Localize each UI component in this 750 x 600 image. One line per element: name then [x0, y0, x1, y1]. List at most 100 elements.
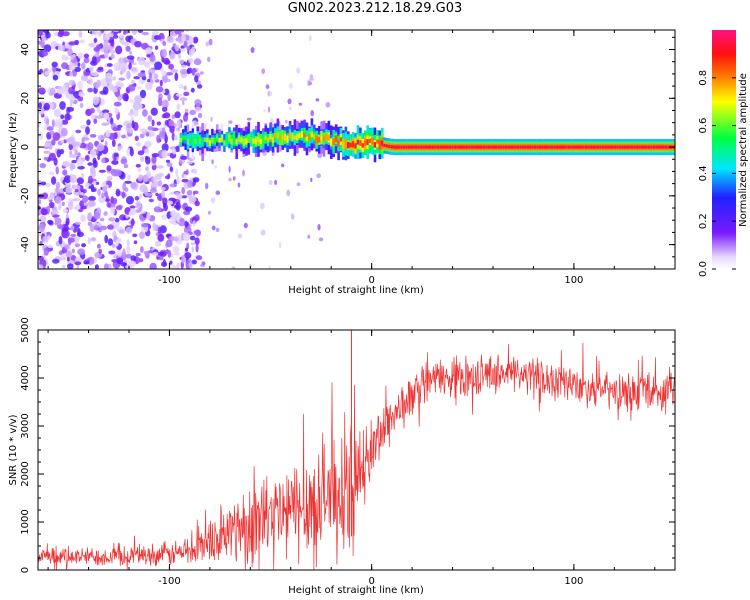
ridge-cell	[424, 145, 428, 149]
noise-speckle	[242, 169, 245, 177]
noise-speckle	[72, 198, 81, 202]
snr-y-tick-label: 4000	[20, 365, 31, 390]
noise-speckle	[190, 242, 196, 246]
noise-speckle	[168, 119, 175, 127]
noise-speckle	[157, 226, 162, 234]
ridge-cell	[465, 145, 469, 149]
noise-speckle	[169, 166, 173, 172]
noise-speckle	[145, 132, 150, 137]
noise-speckle	[318, 237, 324, 242]
noise-speckle	[156, 121, 162, 126]
noise-speckle	[96, 243, 101, 249]
noise-speckle	[83, 71, 91, 76]
ridge-cell	[478, 145, 481, 149]
ridge-cell	[342, 141, 345, 149]
ridge-cell	[232, 134, 236, 142]
noise-speckle	[89, 149, 97, 158]
ridge-cell	[186, 138, 190, 145]
noise-speckle	[268, 179, 273, 186]
ridge-cell	[628, 145, 632, 149]
ridge-cell	[242, 138, 246, 146]
noise-speckle	[115, 239, 119, 247]
noise-speckle	[194, 237, 200, 245]
colorbar-label: Normalized spectral amplitude	[738, 73, 749, 227]
noise-speckle	[133, 240, 138, 245]
noise-speckle	[316, 173, 322, 178]
noise-speckle	[61, 62, 69, 70]
ridge-cell	[645, 145, 649, 149]
noise-speckle	[178, 84, 184, 89]
noise-speckle	[171, 114, 175, 120]
noise-speckle	[132, 108, 139, 117]
noise-speckle	[188, 58, 194, 64]
noise-speckle	[120, 158, 128, 165]
noise-speckle	[126, 55, 135, 60]
ridge-cell	[444, 145, 447, 149]
ridge-cell	[524, 145, 527, 149]
noise-speckle	[148, 178, 152, 182]
ridge-cell	[298, 132, 302, 139]
snr-frame	[37, 329, 676, 571]
noise-speckle	[38, 87, 46, 93]
noise-speckle	[94, 264, 99, 269]
noise-speckle	[132, 101, 141, 111]
noise-speckle	[157, 233, 165, 242]
ridge-cell	[334, 135, 338, 143]
noise-speckle	[287, 98, 292, 105]
noise-speckle	[139, 133, 145, 139]
noise-speckle	[194, 99, 202, 107]
noise-speckle	[68, 237, 72, 246]
noise-speckle	[74, 261, 82, 266]
noise-speckle	[124, 187, 129, 193]
snr-y-tick-label: 5000	[20, 317, 31, 342]
colorbar-ticks: 0.0 0.2 0.4 0.6 0.8	[698, 70, 736, 277]
noise-speckle	[65, 221, 69, 226]
ridge-cell	[330, 138, 333, 146]
ridge-cell	[266, 137, 270, 143]
noise-speckle	[158, 180, 162, 187]
snr-y-tick-label: 0	[20, 567, 31, 573]
noise-speckle	[90, 237, 97, 242]
noise-speckle	[87, 212, 93, 221]
noise-speckle	[147, 126, 154, 131]
spectrogram-y-tick-label: -20	[20, 188, 31, 204]
ridge-cell	[652, 145, 656, 149]
noise-speckle	[45, 183, 51, 188]
ridge-cell	[529, 145, 532, 149]
spectrogram-x-tick-label: 0	[368, 275, 374, 286]
noise-speckle	[183, 91, 190, 97]
noise-speckle	[274, 179, 277, 185]
spectrogram-y-axis-label: Frequency (Hz)	[8, 112, 19, 188]
noise-speckle	[48, 201, 55, 209]
ridge-cell	[216, 135, 219, 141]
noise-speckle	[101, 122, 109, 126]
noise-speckle	[107, 224, 114, 230]
noise-speckle	[107, 238, 114, 246]
noise-speckle	[61, 264, 66, 269]
noise-speckle	[90, 168, 97, 178]
noise-speckle	[193, 58, 202, 66]
noise-speckle	[150, 182, 159, 187]
noise-speckle	[69, 98, 73, 107]
noise-speckle	[191, 46, 196, 55]
noise-speckle	[165, 72, 174, 76]
noise-speckle	[38, 30, 43, 36]
noise-speckle	[47, 244, 53, 249]
noise-speckle	[186, 68, 191, 75]
noise-speckle	[161, 214, 167, 220]
noise-speckle	[69, 55, 74, 60]
ridge-cell	[662, 145, 666, 149]
noise-speckle	[43, 150, 51, 154]
noise-speckle	[54, 196, 62, 205]
colorbar-tick-label: 0.4	[698, 165, 709, 181]
noise-speckle	[89, 66, 94, 72]
noise-speckle	[175, 168, 179, 178]
ridge-cell	[315, 136, 318, 144]
noise-speckle	[246, 117, 252, 121]
noise-speckle	[265, 84, 270, 90]
noise-speckle	[134, 40, 142, 48]
noise-speckle	[139, 231, 145, 239]
noise-speckle	[105, 129, 111, 138]
noise-speckle	[75, 129, 82, 134]
